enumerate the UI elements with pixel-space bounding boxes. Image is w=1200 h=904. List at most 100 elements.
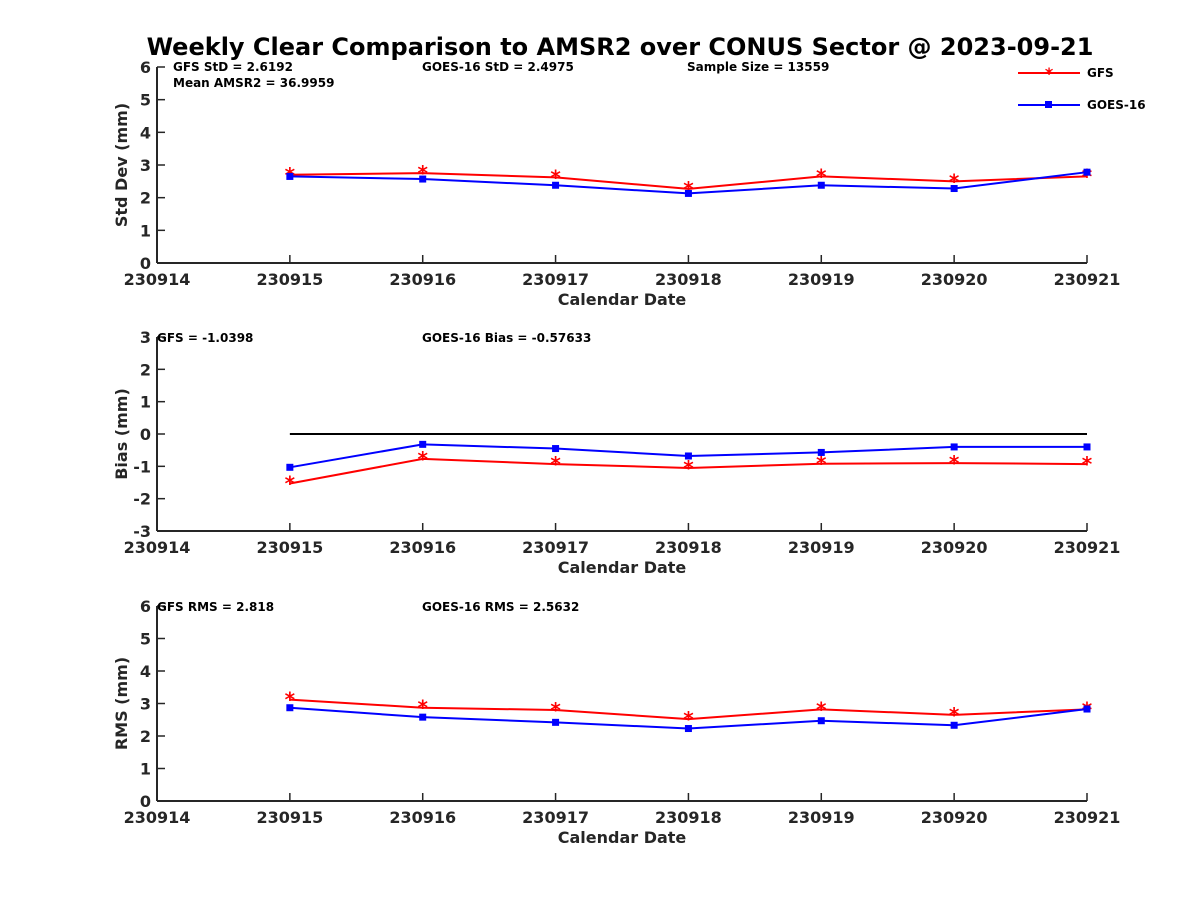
chart-title: Weekly Clear Comparison to AMSR2 over CO… — [147, 33, 1094, 61]
data-point-gfs: * — [550, 165, 561, 189]
data-point-goes16 — [286, 704, 294, 712]
data-point-goes16 — [286, 172, 294, 180]
data-point-gfs: * — [683, 456, 694, 480]
data-point-gfs: * — [1082, 164, 1093, 188]
x-tick-label: 230914 — [124, 538, 191, 557]
series-line-gfs — [289, 698, 1088, 721]
data-point-goes16 — [817, 448, 825, 456]
x-axis-label: Calendar Date — [558, 290, 687, 309]
x-tick-label: 230918 — [655, 538, 722, 557]
data-point-gfs: * — [683, 177, 694, 201]
x-tick-label: 230919 — [788, 808, 855, 827]
legend-goes16-marker — [1045, 101, 1052, 108]
data-point-gfs: * — [816, 452, 827, 476]
y-tick-label: 1 — [140, 760, 151, 779]
x-tick-label: 230920 — [921, 538, 988, 557]
x-tick-label: 230916 — [389, 808, 456, 827]
data-point-goes16 — [419, 175, 427, 183]
data-point-goes16 — [950, 721, 958, 729]
data-point-gfs: * — [949, 169, 960, 193]
data-point-gfs: * — [550, 452, 561, 476]
stat-annotation: GFS StD = 2.6192 — [173, 60, 293, 74]
x-tick-label: 230914 — [124, 270, 191, 289]
data-point-gfs: * — [683, 707, 694, 731]
panels: 230914 230915 230916 230917 230918 230919 2309… — [112, 58, 1120, 847]
legend: * GFS GOES-16 — [1018, 64, 1146, 112]
stat-annotation: GOES-16 StD = 2.4975 — [422, 60, 574, 74]
data-point-goes16 — [950, 443, 958, 451]
data-point-goes16 — [1083, 168, 1091, 176]
x-tick-label: 230921 — [1054, 538, 1121, 557]
x-tick-label: 230917 — [522, 270, 589, 289]
data-point-goes16 — [1083, 705, 1091, 713]
y-tick-label: 0 — [140, 425, 151, 444]
data-point-gfs: * — [949, 451, 960, 475]
stat-annotation: GOES-16 Bias = -0.57633 — [422, 331, 591, 345]
x-tick-label: 230921 — [1054, 270, 1121, 289]
data-point-goes16 — [1083, 443, 1091, 451]
y-tick-label: -1 — [133, 457, 151, 476]
y-tick-label: 4 — [140, 662, 151, 681]
y-axis-label: RMS (mm) — [112, 657, 131, 750]
data-point-goes16 — [552, 445, 560, 453]
x-tick-label: 230915 — [256, 538, 323, 557]
y-tick-label: 0 — [140, 792, 151, 811]
x-tick-label: 230916 — [389, 538, 456, 557]
x-tick-label: 230919 — [788, 270, 855, 289]
data-point-gfs: * — [285, 688, 296, 712]
data-point-gfs: * — [417, 447, 428, 471]
data-point-gfs: * — [417, 161, 428, 185]
data-point-goes16 — [817, 717, 825, 725]
data-point-goes16 — [419, 713, 427, 721]
data-point-goes16 — [684, 725, 692, 733]
x-tick-label: 230920 — [921, 270, 988, 289]
x-axis-label: Calendar Date — [558, 558, 687, 577]
series-line-gfs — [289, 172, 1088, 190]
panel-3: 230914 230915 230916 230917 230918 230919 2309… — [112, 597, 1120, 847]
data-point-goes16 — [552, 181, 560, 189]
data-point-gfs: * — [417, 696, 428, 720]
y-tick-label: 0 — [140, 254, 151, 273]
data-point-gfs: * — [1082, 452, 1093, 476]
x-tick-label: 230916 — [389, 270, 456, 289]
data-point-goes16 — [419, 440, 427, 448]
y-tick-label: 6 — [140, 58, 151, 77]
data-point-goes16 — [552, 718, 560, 726]
y-tick-label: 2 — [140, 360, 151, 379]
x-tick-label: 230917 — [522, 808, 589, 827]
y-axis-label: Std Dev (mm) — [112, 103, 131, 227]
y-tick-label: 1 — [140, 221, 151, 240]
x-tick-label: 230915 — [256, 270, 323, 289]
data-point-goes16 — [684, 452, 692, 460]
stat-annotation: GFS = -1.0398 — [157, 331, 253, 345]
x-tick-label: 230917 — [522, 538, 589, 557]
y-tick-label: 3 — [140, 695, 151, 714]
stat-annotation: GFS RMS = 2.818 — [157, 600, 274, 614]
data-point-goes16 — [286, 463, 294, 471]
data-point-goes16 — [684, 189, 692, 197]
data-point-gfs: * — [816, 164, 827, 188]
y-tick-label: 4 — [140, 123, 151, 142]
data-point-goes16 — [950, 185, 958, 193]
stat-annotation: GOES-16 RMS = 2.5632 — [422, 600, 579, 614]
x-tick-label: 230918 — [655, 808, 722, 827]
data-point-gfs: * — [949, 703, 960, 727]
panel-1: 230914 230915 230916 230917 230918 230919 2309… — [112, 58, 1120, 309]
legend-goes16-label: GOES-16 — [1087, 98, 1146, 112]
data-point-gfs: * — [550, 698, 561, 722]
y-tick-label: 5 — [140, 630, 151, 649]
y-tick-label: 3 — [140, 328, 151, 347]
x-tick-label: 230918 — [655, 270, 722, 289]
y-axis-label: Bias (mm) — [112, 388, 131, 480]
y-tick-label: 3 — [140, 156, 151, 175]
y-tick-label: 2 — [140, 727, 151, 746]
y-tick-label: -2 — [133, 490, 151, 509]
series-line-gfs — [289, 457, 1088, 485]
y-tick-label: 1 — [140, 393, 151, 412]
x-tick-label: 230921 — [1054, 808, 1121, 827]
stat-annotation: Mean AMSR2 = 36.9959 — [173, 76, 334, 90]
legend-gfs-marker: * — [1045, 64, 1054, 83]
x-tick-label: 230915 — [256, 808, 323, 827]
